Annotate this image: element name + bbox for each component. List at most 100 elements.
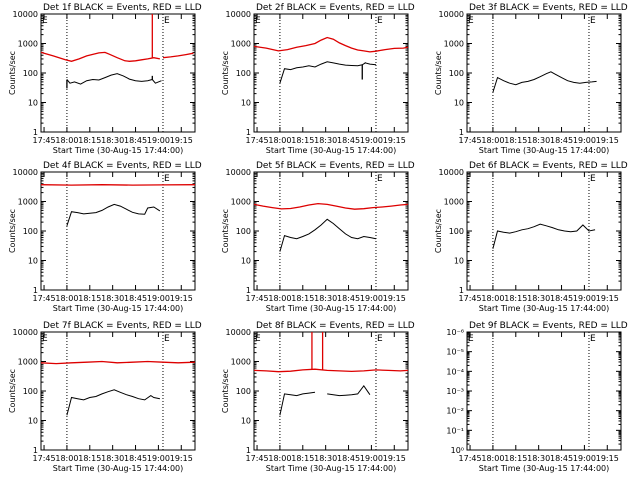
panel-8-x-tick-label: 17:45 bbox=[246, 454, 269, 463]
panel-1-black-series-line bbox=[66, 73, 162, 85]
panel-7-marker-label: E bbox=[164, 334, 170, 344]
panel-4-plot-frame bbox=[40, 171, 196, 291]
panel-8-x-tick-label: 18:15 bbox=[291, 454, 314, 463]
panel-9-x-axis-label: Start Time (30-Aug-15 17:44:00) bbox=[479, 464, 610, 473]
panel-5-y-axis-label: Counts/sec bbox=[221, 209, 230, 253]
panel-6-x-tick-label: 18:00 bbox=[481, 294, 504, 303]
panel-2-x-tick-label: 17:45 bbox=[246, 136, 269, 145]
panel-6-y-tick-label: 1 bbox=[459, 286, 464, 295]
panel-3-marker-label: E bbox=[468, 16, 474, 26]
panel-6-x-tick-label: 19:00 bbox=[573, 294, 596, 303]
panel-5-x-tick-label: 18:30 bbox=[314, 294, 337, 303]
panel-9-marker-label: E bbox=[468, 334, 474, 344]
panel-1-x-tick-label: 18:30 bbox=[101, 136, 124, 145]
panel-3-y-tick-label: 1000 bbox=[444, 40, 464, 49]
panel-7-x-tick-label: 17:45 bbox=[33, 454, 56, 463]
panel-6-x-tick-label: 18:45 bbox=[550, 294, 573, 303]
panel-6-x-axis-label: Start Time (30-Aug-15 17:44:00) bbox=[479, 304, 610, 313]
panel-5-x-tick-label: 17:45 bbox=[246, 294, 269, 303]
panel-5-plot-frame bbox=[253, 171, 409, 291]
panel-1-title: Det 1f BLACK = Events, RED = LLD bbox=[43, 3, 202, 13]
panel-8-marker-label: E bbox=[255, 334, 261, 344]
panel-3-x-tick-label: 18:30 bbox=[527, 136, 550, 145]
panel-7-y-tick-label: 1 bbox=[33, 446, 38, 455]
panel-2-marker-label: E bbox=[377, 16, 383, 26]
panel-1-red-series-line bbox=[162, 52, 194, 59]
panel-2-y-tick-label: 10 bbox=[241, 99, 251, 108]
panel-9-x-tick-label: 18:00 bbox=[481, 454, 504, 463]
panel-8-y-tick-label: 1000 bbox=[231, 358, 251, 367]
panel-1-x-tick-label: 18:15 bbox=[78, 136, 101, 145]
panel-6-x-tick-label: 18:15 bbox=[504, 294, 527, 303]
panel-7-red-series-line bbox=[40, 360, 196, 365]
panel-6-y-tick-label: 10000 bbox=[439, 168, 464, 177]
panel-8-x-tick-label: 19:00 bbox=[360, 454, 383, 463]
panel-6-y-tick-label: 10 bbox=[454, 257, 464, 266]
panel-5-y-tick-label: 10 bbox=[241, 257, 251, 266]
panel-9-x-tick-label: 17:45 bbox=[459, 454, 482, 463]
panel-2-y-tick-label: 1 bbox=[246, 128, 251, 137]
panel-2-y-tick-label: 1000 bbox=[231, 40, 251, 49]
panel-6-x-tick-label: 17:45 bbox=[459, 294, 482, 303]
panel-1-y-axis-label: Counts/sec bbox=[8, 51, 17, 95]
panel-2-y-tick-label: 10000 bbox=[226, 10, 251, 19]
panel-5-x-tick-label: 19:15 bbox=[383, 294, 406, 303]
panel-9-y-tick-label: 10⁻⁵ bbox=[446, 348, 464, 357]
panel-2-black-series-line bbox=[279, 61, 377, 84]
panel-9-y-tick-label: 10⁻¹ bbox=[446, 426, 464, 435]
panel-1-plot-frame bbox=[40, 13, 196, 133]
panel-2-x-tick-label: 19:15 bbox=[383, 136, 406, 145]
panel-3-x-tick-label: 19:00 bbox=[573, 136, 596, 145]
panel-9-x-tick-label: 19:00 bbox=[573, 454, 596, 463]
panel-4-x-axis-label: Start Time (30-Aug-15 17:44:00) bbox=[53, 304, 184, 313]
panel-1-x-tick-label: 18:45 bbox=[124, 136, 147, 145]
panel-3-x-tick-label: 18:00 bbox=[481, 136, 504, 145]
panel-9-title: Det 9f BLACK = Events, RED = LLD bbox=[469, 321, 628, 331]
panel-9-x-tick-label: 18:30 bbox=[527, 454, 550, 463]
panel-7-x-tick-label: 18:00 bbox=[55, 454, 78, 463]
panel-1-marker-label: E bbox=[164, 16, 170, 26]
panel-7-y-tick-label: 10000 bbox=[13, 328, 38, 337]
panel-5-y-tick-label: 1 bbox=[246, 286, 251, 295]
panel-5-x-tick-label: 18:00 bbox=[268, 294, 291, 303]
panel-6-x-tick-label: 19:15 bbox=[596, 294, 619, 303]
panel-4-y-tick-label: 10 bbox=[28, 257, 38, 266]
panel-5-x-tick-label: 18:15 bbox=[291, 294, 314, 303]
panel-9-plot-frame bbox=[466, 331, 622, 451]
panel-7-x-tick-label: 18:15 bbox=[78, 454, 101, 463]
panel-2-y-axis-label: Counts/sec bbox=[221, 51, 230, 95]
panel-3-x-tick-label: 19:15 bbox=[596, 136, 619, 145]
panel-3-y-tick-label: 10000 bbox=[439, 10, 464, 19]
panel-7-y-tick-label: 1000 bbox=[18, 358, 38, 367]
panel-8-y-tick-label: 10000 bbox=[226, 328, 251, 337]
panel-2-marker-label: E bbox=[255, 16, 261, 26]
panel-8-black-series-line bbox=[327, 384, 371, 397]
panel-8-x-tick-label: 18:00 bbox=[268, 454, 291, 463]
panel-8-x-tick-label: 18:45 bbox=[337, 454, 360, 463]
panel-1-y-tick-label: 1000 bbox=[18, 40, 38, 49]
panel-6-black-series-line bbox=[492, 223, 596, 249]
panel-5-title: Det 5f BLACK = Events, RED = LLD bbox=[256, 161, 415, 171]
panel-4-x-tick-label: 17:45 bbox=[33, 294, 56, 303]
panel-3-y-tick-label: 100 bbox=[449, 69, 464, 78]
panel-2-red-series-line bbox=[253, 36, 409, 53]
panel-8-red-series-line bbox=[253, 368, 409, 373]
panel-4-x-tick-label: 18:45 bbox=[124, 294, 147, 303]
panel-8-marker-label: E bbox=[377, 334, 383, 344]
panel-2-title: Det 2f BLACK = Events, RED = LLD bbox=[256, 3, 415, 13]
panel-8-title: Det 8f BLACK = Events, RED = LLD bbox=[256, 321, 415, 331]
panel-3-x-tick-label: 18:15 bbox=[504, 136, 527, 145]
panel-7-y-tick-label: 10 bbox=[28, 417, 38, 426]
panel-9-x-tick-label: 19:15 bbox=[596, 454, 619, 463]
panel-2-x-tick-label: 18:00 bbox=[268, 136, 291, 145]
panel-2-x-axis-label: Start Time (30-Aug-15 17:44:00) bbox=[266, 146, 397, 155]
panel-1-y-tick-label: 100 bbox=[23, 69, 38, 78]
panel-3-x-tick-label: 18:45 bbox=[550, 136, 573, 145]
panel-9-y-tick-label: 10⁻³ bbox=[446, 387, 464, 396]
panel-7-y-tick-label: 100 bbox=[23, 387, 38, 396]
panel-9-y-tick-label: 10⁻⁶ bbox=[446, 328, 464, 337]
panel-1-y-tick-label: 1 bbox=[33, 128, 38, 137]
panel-3-y-axis-label: Counts/sec bbox=[434, 51, 443, 95]
panel-4-y-tick-label: 10000 bbox=[13, 168, 38, 177]
